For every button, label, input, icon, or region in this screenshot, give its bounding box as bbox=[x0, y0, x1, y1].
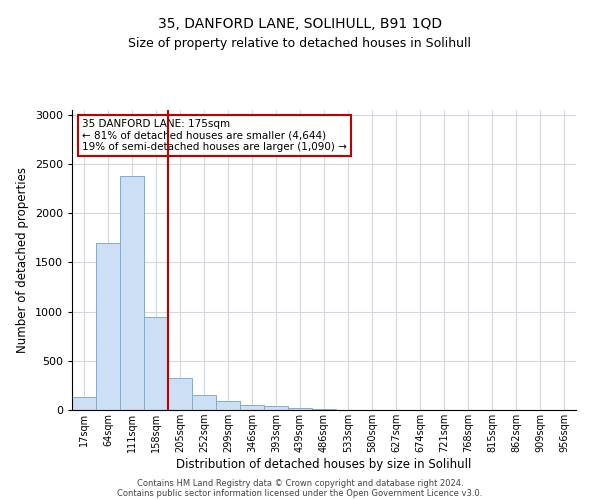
Bar bbox=[120, 176, 144, 410]
Text: 35 DANFORD LANE: 175sqm
← 81% of detached houses are smaller (4,644)
19% of semi: 35 DANFORD LANE: 175sqm ← 81% of detache… bbox=[82, 119, 347, 152]
Bar bbox=[312, 408, 336, 410]
Text: Contains public sector information licensed under the Open Government Licence v3: Contains public sector information licen… bbox=[118, 488, 482, 498]
X-axis label: Distribution of detached houses by size in Solihull: Distribution of detached houses by size … bbox=[176, 458, 472, 471]
Bar bbox=[72, 397, 96, 410]
Bar bbox=[240, 404, 264, 410]
Bar bbox=[216, 401, 240, 410]
Bar bbox=[96, 243, 120, 410]
Bar bbox=[144, 316, 168, 410]
Y-axis label: Number of detached properties: Number of detached properties bbox=[16, 167, 29, 353]
Bar bbox=[264, 406, 288, 410]
Text: 35, DANFORD LANE, SOLIHULL, B91 1QD: 35, DANFORD LANE, SOLIHULL, B91 1QD bbox=[158, 18, 442, 32]
Text: Size of property relative to detached houses in Solihull: Size of property relative to detached ho… bbox=[128, 38, 472, 51]
Bar bbox=[288, 408, 312, 410]
Text: Contains HM Land Registry data © Crown copyright and database right 2024.: Contains HM Land Registry data © Crown c… bbox=[137, 478, 463, 488]
Bar bbox=[192, 395, 216, 410]
Bar bbox=[168, 378, 192, 410]
